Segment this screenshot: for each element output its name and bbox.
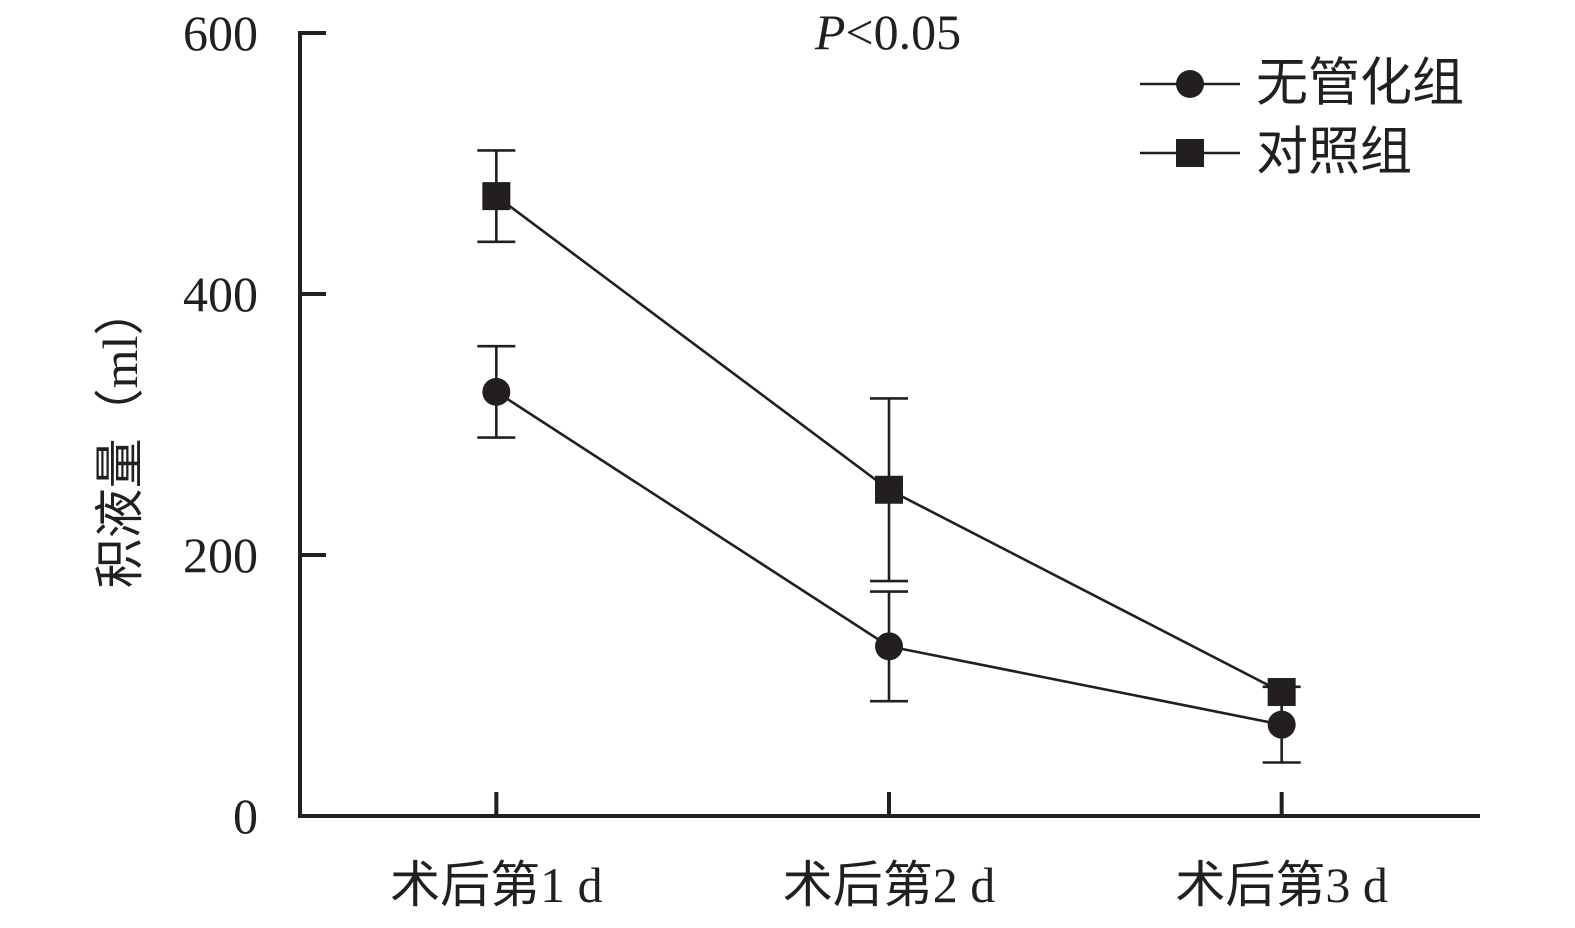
data-point-circle	[875, 632, 903, 661]
y-axis-ticks: 0 200 400 600	[183, 5, 326, 844]
p-value-symbol: P	[814, 4, 846, 60]
legend-item: 对照组	[1140, 125, 1412, 182]
legend-square-marker	[1176, 139, 1204, 167]
error-bars	[477, 149, 1301, 764]
legend-item: 无管化组	[1140, 56, 1464, 113]
data-point-markers	[482, 182, 1296, 739]
x-axis-ticks: 术后第1 d 术后第2 d 术后第3 d	[390, 792, 1388, 913]
legend-circle-marker	[1176, 70, 1204, 98]
p-value-threshold: <0.05	[845, 4, 961, 60]
data-point-square	[482, 182, 511, 211]
data-point-square	[875, 475, 903, 504]
legend-label: 对照组	[1256, 125, 1412, 182]
y-tick-label: 400	[183, 266, 258, 322]
x-tick-label: 术后第1 d	[390, 857, 603, 913]
data-point-circle	[482, 377, 511, 406]
p-value-annotation: P<0.05	[814, 4, 961, 60]
y-tick-label: 600	[183, 5, 258, 61]
y-tick-label: 200	[183, 527, 258, 583]
data-point-circle	[1267, 710, 1296, 739]
x-tick-label: 术后第2 d	[783, 857, 996, 913]
y-axis-label: 积液量（ml）	[92, 286, 148, 589]
y-tick-label: 0	[233, 788, 258, 844]
legend-label: 无管化组	[1256, 56, 1464, 113]
data-point-square	[1267, 678, 1296, 707]
x-tick-label: 术后第3 d	[1175, 857, 1388, 913]
